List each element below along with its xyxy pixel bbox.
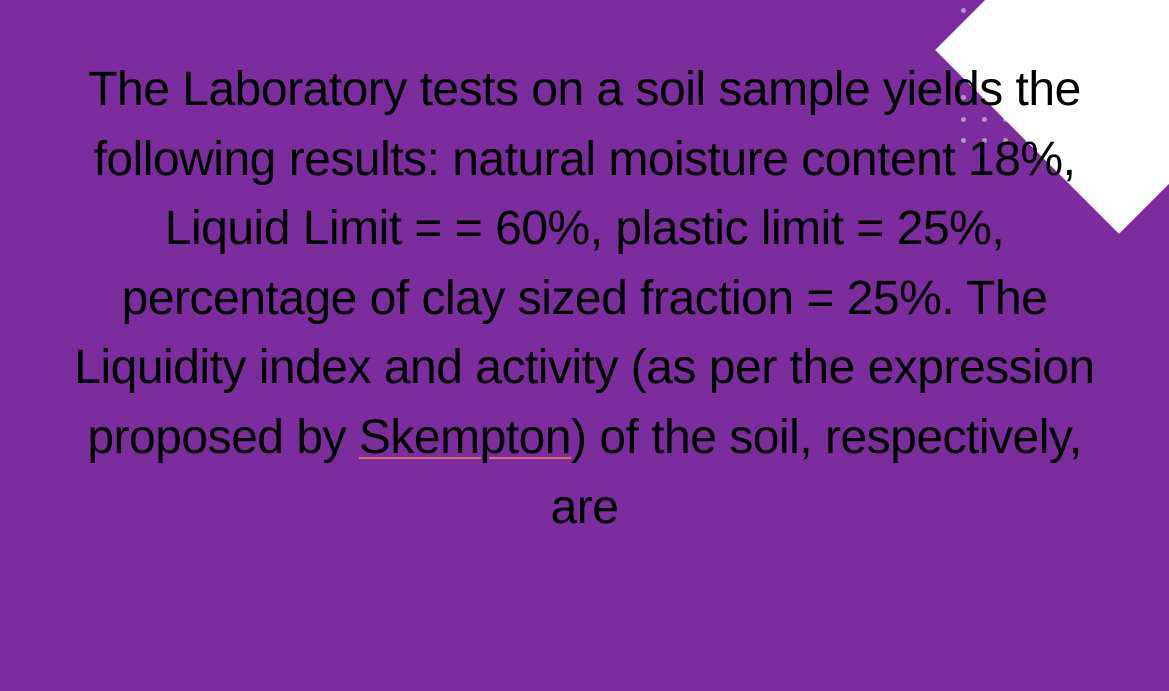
decoration-dot [961,8,966,13]
question-underlined: Skempton [359,411,571,464]
question-container: The Laboratory tests on a soil sample yi… [60,55,1109,542]
question-part1: The Laboratory tests on a soil sample yi… [74,63,1094,464]
question-part2: ) of the soil, respectively, are [551,411,1082,534]
question-text: The Laboratory tests on a soil sample yi… [60,55,1109,542]
